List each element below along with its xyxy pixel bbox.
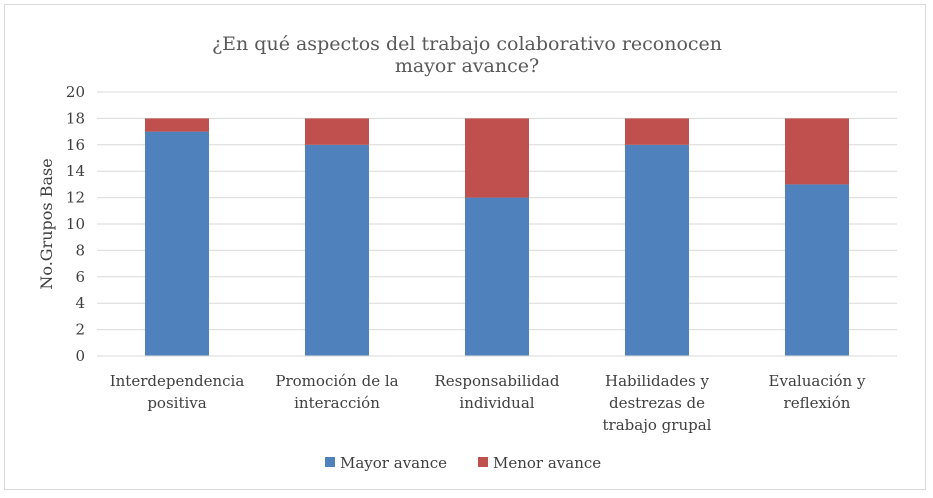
y-tick-label-10: 10 (66, 215, 85, 233)
bar-mayor-4 (785, 184, 849, 356)
x-category-label-3-2: trabajo grupal (603, 416, 712, 434)
x-category-label-3-1: destrezas de (609, 394, 705, 412)
legend-swatch-0 (325, 457, 335, 467)
y-tick-label-8: 8 (75, 241, 85, 259)
bar-mayor-0 (145, 131, 209, 356)
bar-menor-4 (785, 118, 849, 185)
legend-label-0: Mayor avance (340, 454, 447, 472)
x-category-label-1-0: Promoción de la (275, 372, 398, 390)
y-tick-label-4: 4 (75, 294, 85, 312)
bar-menor-2 (465, 118, 529, 198)
bar-mayor-1 (305, 144, 369, 356)
x-category-label-0-1: positiva (147, 394, 206, 412)
x-category-label-3-0: Habilidades y (605, 372, 710, 390)
y-tick-label-20: 20 (66, 83, 85, 101)
y-tick-label-2: 2 (75, 321, 85, 339)
x-category-label-0-0: Interdependencia (110, 372, 245, 390)
bar-menor-1 (305, 118, 369, 145)
y-tick-label-0: 0 (75, 347, 85, 365)
bar-menor-0 (145, 118, 209, 132)
y-tick-label-18: 18 (66, 109, 85, 127)
legend-label-1: Menor avance (493, 454, 601, 472)
chart-title-line-1: mayor avance? (395, 55, 539, 77)
y-tick-label-6: 6 (75, 268, 85, 286)
legend-swatch-1 (478, 457, 488, 467)
x-category-label-4-0: Evaluación y (769, 372, 866, 390)
y-tick-label-16: 16 (66, 136, 85, 154)
x-category-label-2-0: Responsabilidad (435, 372, 560, 390)
x-category-label-2-1: individual (459, 394, 534, 412)
y-tick-label-14: 14 (66, 162, 85, 180)
bar-mayor-3 (625, 144, 689, 356)
bar-mayor-2 (465, 197, 529, 356)
y-tick-label-12: 12 (66, 189, 85, 207)
bar-menor-3 (625, 118, 689, 145)
x-category-label-4-1: reflexión (784, 394, 851, 412)
y-axis-label: No.Grupos Base (37, 158, 56, 289)
chart-title-line-0: ¿En qué aspectos del trabajo colaborativ… (212, 33, 722, 55)
x-category-label-1-1: interacción (294, 394, 380, 412)
